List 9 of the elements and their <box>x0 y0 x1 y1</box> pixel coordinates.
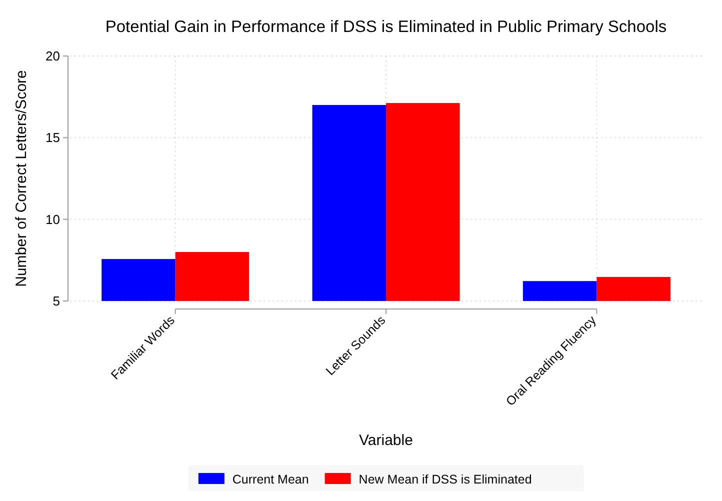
legend-label: Current Mean <box>232 472 309 486</box>
chart-title: Potential Gain in Performance if DSS is Eliminated in Public Primary Schools <box>105 18 667 36</box>
y-tick-label: 5 <box>52 294 60 309</box>
y-axis-title: Number of Correct Letters/Score <box>13 70 30 287</box>
y-tick-label: 20 <box>46 48 60 64</box>
y-tick-label: 15 <box>46 130 60 146</box>
y-tick-label: 10 <box>46 212 60 227</box>
x-axis-title: Variable <box>359 432 413 449</box>
legend-label: New Mean if DSS is Eliminated <box>358 472 532 486</box>
